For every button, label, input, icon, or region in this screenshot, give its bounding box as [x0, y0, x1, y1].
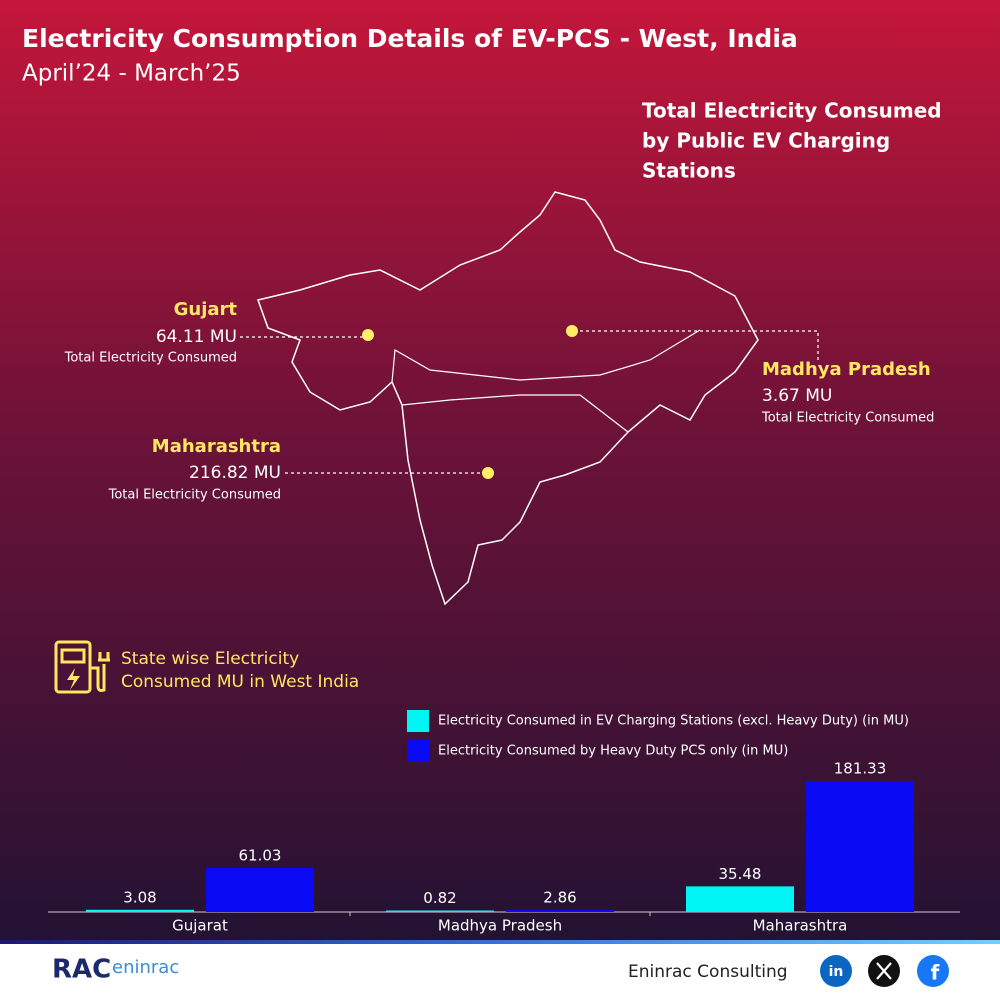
- title: Electricity Consumption Details of EV-PC…: [22, 24, 798, 53]
- bar: [86, 909, 194, 912]
- legend-label: Electricity Consumed by Heavy Duty PCS o…: [438, 744, 788, 759]
- map-title: Total Electricity Consumed by Public EV …: [642, 99, 942, 183]
- state-borders: [391, 329, 701, 433]
- callout-value: 216.82 MU: [189, 463, 281, 483]
- callout-state: Madhya Pradesh: [762, 359, 931, 380]
- facebook-icon[interactable]: [917, 955, 949, 987]
- leader-lines: [240, 330, 819, 474]
- value-label: 2.86: [543, 888, 576, 906]
- bolt: [67, 668, 80, 690]
- map-title-line: Stations: [642, 159, 736, 183]
- callout-caption: Total Electricity Consumed: [64, 351, 237, 366]
- footer-line: [0, 940, 1000, 944]
- logo-text: eninrac: [112, 957, 179, 978]
- map-dot: [482, 467, 494, 479]
- x-tick-label: Gujarat: [172, 917, 228, 935]
- subtitle: April’24 - March’25: [22, 61, 241, 87]
- map-title-line: Total Electricity Consumed: [642, 99, 942, 123]
- legend-label: Electricity Consumed in EV Charging Stat…: [438, 714, 909, 729]
- value-label: 3.08: [123, 888, 156, 906]
- map-dot: [566, 325, 578, 337]
- callout-caption: Total Electricity Consumed: [108, 488, 281, 503]
- x-tick-label: Maharashtra: [753, 917, 848, 935]
- callout-value: 3.67 MU: [762, 386, 832, 406]
- leader-line: [580, 330, 819, 362]
- map-title-line: by Public EV Charging: [642, 129, 890, 153]
- chart-title-line: State wise Electricity: [121, 649, 299, 669]
- linkedin-glyph: in: [829, 964, 844, 980]
- legend-swatch: [407, 710, 429, 732]
- charger-icon: [54, 640, 110, 694]
- x-glyph: [876, 962, 892, 980]
- map-outline: [257, 191, 759, 606]
- callout-state: Gujart: [174, 299, 238, 320]
- map-dot: [362, 329, 374, 341]
- facebook-glyph: f: [931, 961, 940, 985]
- bar: [506, 909, 614, 912]
- logo: RAC: [52, 955, 111, 985]
- value-label: 181.33: [834, 760, 887, 778]
- bar: [686, 886, 794, 912]
- bar: [386, 910, 494, 912]
- callout-caption: Total Electricity Consumed: [761, 411, 934, 426]
- callout-value: 64.11 MU: [156, 327, 237, 347]
- bar: [806, 781, 914, 912]
- callout-state: Maharashtra: [152, 436, 281, 457]
- value-label: 35.48: [719, 865, 762, 883]
- linkedin-icon[interactable]: [820, 955, 852, 987]
- legend-swatch: [407, 740, 429, 762]
- x-tick-label: Madhya Pradesh: [438, 917, 562, 935]
- chart-title-line: Consumed MU in West India: [121, 672, 359, 692]
- value-label: 0.82: [423, 889, 456, 907]
- company: Eninrac Consulting: [628, 962, 788, 982]
- bar: [206, 867, 314, 912]
- value-label: 61.03: [239, 846, 282, 864]
